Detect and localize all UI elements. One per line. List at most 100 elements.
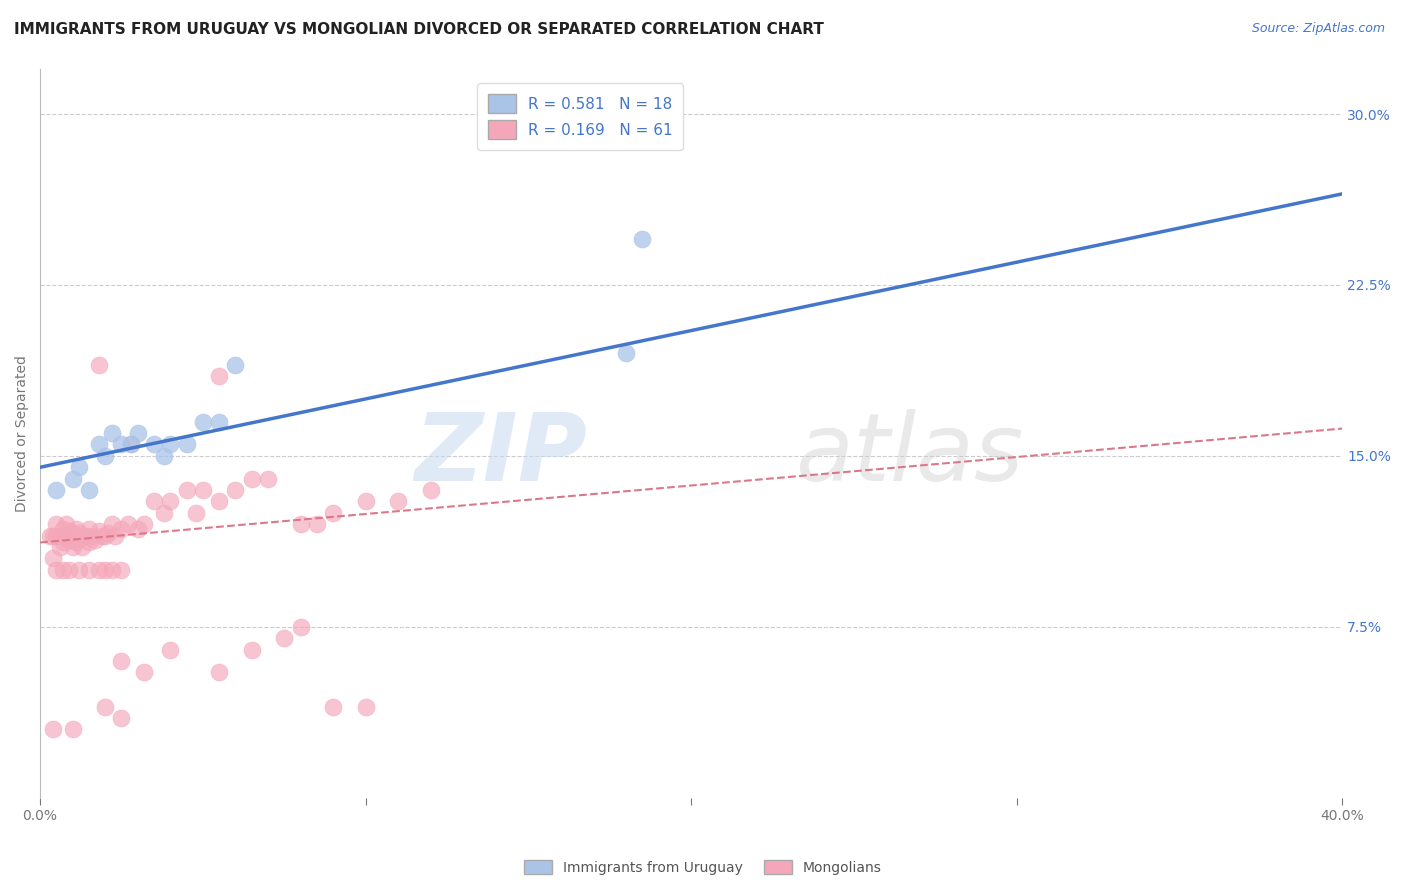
Point [134, 665, 156, 680]
Point [84, 533, 107, 548]
Point [55, 517, 77, 532]
Point [94, 528, 117, 542]
Point [305, 517, 328, 532]
Point [273, 631, 295, 645]
Point [87, 563, 110, 577]
Point [127, 426, 149, 441]
Point [87, 524, 110, 538]
Point [631, 232, 654, 246]
Point [240, 472, 263, 486]
Point [82, 528, 104, 542]
Point [52, 522, 75, 536]
Point [94, 449, 117, 463]
Point [110, 522, 132, 536]
Point [62, 723, 84, 737]
Point [240, 642, 263, 657]
Point [87, 437, 110, 451]
Legend: R = 0.581   N = 18, R = 0.169   N = 61: R = 0.581 N = 18, R = 0.169 N = 61 [478, 84, 683, 150]
Point [48, 540, 70, 554]
Point [75, 528, 97, 542]
Point [290, 517, 312, 532]
Point [290, 620, 312, 634]
Point [110, 437, 132, 451]
Point [97, 526, 120, 541]
Point [42, 551, 65, 566]
Point [91, 528, 114, 542]
Point [614, 346, 637, 360]
Point [208, 494, 231, 508]
Point [72, 540, 94, 554]
Point [387, 494, 409, 508]
Point [120, 437, 142, 451]
Point [110, 563, 132, 577]
Point [110, 654, 132, 668]
Point [42, 528, 65, 542]
Point [159, 642, 181, 657]
Point [62, 540, 84, 554]
Point [120, 437, 142, 451]
Point [58, 533, 80, 548]
Point [419, 483, 441, 497]
Point [224, 483, 246, 497]
Point [208, 665, 231, 680]
Point [224, 358, 246, 372]
Point [153, 449, 176, 463]
Point [38, 528, 60, 542]
Point [62, 472, 84, 486]
Point [67, 563, 90, 577]
Point [77, 483, 100, 497]
Point [52, 563, 75, 577]
Point [94, 563, 117, 577]
Point [143, 494, 166, 508]
Point [104, 528, 127, 542]
Point [77, 522, 100, 536]
Point [186, 506, 208, 520]
Point [134, 517, 156, 532]
Point [153, 506, 176, 520]
Point [77, 535, 100, 549]
Text: atlas: atlas [796, 409, 1024, 500]
Text: IMMIGRANTS FROM URUGUAY VS MONGOLIAN DIVORCED OR SEPARATED CORRELATION CHART: IMMIGRANTS FROM URUGUAY VS MONGOLIAN DIV… [14, 22, 824, 37]
Point [65, 535, 87, 549]
Point [100, 426, 122, 441]
Point [117, 517, 139, 532]
Point [100, 563, 122, 577]
Point [322, 506, 344, 520]
Point [87, 358, 110, 372]
Point [110, 711, 132, 725]
Point [159, 494, 181, 508]
Point [143, 437, 166, 451]
Point [45, 528, 67, 542]
Point [77, 563, 100, 577]
Point [48, 528, 70, 542]
Point [67, 531, 90, 545]
Point [191, 483, 214, 497]
Point [45, 563, 67, 577]
Text: Source: ZipAtlas.com: Source: ZipAtlas.com [1251, 22, 1385, 36]
Point [45, 517, 67, 532]
Point [354, 494, 377, 508]
Point [67, 460, 90, 475]
Legend: Immigrants from Uruguay, Mongolians: Immigrants from Uruguay, Mongolians [519, 855, 887, 880]
Point [159, 437, 181, 451]
Point [58, 524, 80, 538]
Point [62, 526, 84, 541]
Point [127, 522, 149, 536]
Point [176, 437, 198, 451]
Point [208, 415, 231, 429]
Point [45, 483, 67, 497]
Point [257, 472, 280, 486]
Point [67, 526, 90, 541]
Point [52, 535, 75, 549]
Point [55, 528, 77, 542]
Point [58, 563, 80, 577]
Point [65, 522, 87, 536]
Point [100, 517, 122, 532]
Point [42, 723, 65, 737]
Y-axis label: Divorced or Separated: Divorced or Separated [15, 355, 30, 511]
Point [322, 699, 344, 714]
Text: ZIP: ZIP [415, 409, 588, 501]
Point [354, 699, 377, 714]
Point [72, 528, 94, 542]
Point [94, 699, 117, 714]
